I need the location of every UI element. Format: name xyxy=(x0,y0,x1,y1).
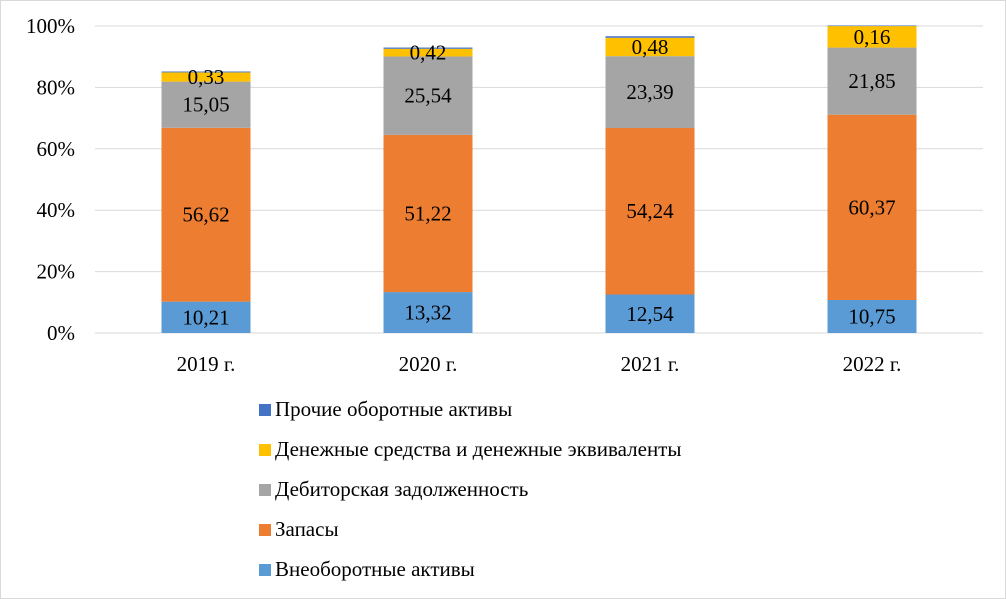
bar-segment xyxy=(827,26,917,48)
data-label: 25,54 xyxy=(404,84,452,108)
bar-segment xyxy=(605,294,695,333)
y-tick-label: 20% xyxy=(37,260,76,284)
data-label: 23,39 xyxy=(626,80,673,104)
bar-segment xyxy=(605,127,695,295)
x-tick-label: 2021 г. xyxy=(621,352,680,376)
y-axis-ticks: 0% 20% 40% 60% 80% 100% xyxy=(26,14,75,345)
bar-segment xyxy=(161,81,251,128)
data-label: 0,33 xyxy=(188,65,225,89)
y-tick-label: 60% xyxy=(37,137,76,161)
bar-segment xyxy=(383,48,473,57)
data-label: 51,22 xyxy=(404,201,451,225)
bar-segment xyxy=(383,134,473,293)
data-labels: 10,21 56,62 15,05 0,33 13,32 51,22 25,54 0,42 12… xyxy=(182,25,895,329)
data-label: 10,75 xyxy=(848,304,895,328)
bar-segment xyxy=(383,47,473,49)
y-tick-label: 40% xyxy=(37,198,76,222)
bar-segment xyxy=(383,56,473,135)
data-label: 56,62 xyxy=(182,203,229,227)
legend: Прочие оборотные активы Денежные средства… xyxy=(259,397,681,581)
data-label: 54,24 xyxy=(626,199,674,223)
data-label: 15,05 xyxy=(182,93,229,117)
bar-segment xyxy=(827,25,917,27)
legend-swatch xyxy=(259,484,271,496)
x-tick-label: 2020 г. xyxy=(399,352,458,376)
data-label: 0,16 xyxy=(854,25,891,49)
legend-swatch xyxy=(259,444,271,456)
legend-label: Внеоборотные активы xyxy=(275,557,475,581)
legend-item: Запасы xyxy=(259,517,339,541)
bar-segment xyxy=(161,301,251,333)
bar-segment xyxy=(827,299,917,333)
data-label: 10,21 xyxy=(182,305,229,329)
y-tick-label: 100% xyxy=(26,14,75,38)
legend-swatch xyxy=(259,404,271,416)
data-label: 0,42 xyxy=(410,41,447,65)
legend-swatch xyxy=(259,524,271,536)
bar-segment xyxy=(605,36,695,38)
data-label: 0,48 xyxy=(632,35,669,59)
bar-segment xyxy=(827,114,917,300)
data-label: 12,54 xyxy=(626,302,674,326)
bar-segment xyxy=(383,292,473,333)
bar-segment xyxy=(161,72,251,82)
legend-item: Прочие оборотные активы xyxy=(259,397,512,421)
legend-label: Запасы xyxy=(275,517,339,541)
bar-segment xyxy=(161,127,251,302)
data-label: 60,37 xyxy=(848,195,895,219)
bar-segment xyxy=(605,56,695,128)
bar-segment xyxy=(161,71,251,73)
x-tick-label: 2019 г. xyxy=(177,352,236,376)
y-tick-label: 80% xyxy=(37,75,76,99)
data-label: 13,32 xyxy=(404,301,451,325)
bar-segment xyxy=(827,47,917,115)
legend-item: Внеоборотные активы xyxy=(259,557,475,581)
legend-label: Дебиторская задолженность xyxy=(275,477,528,501)
legend-label: Денежные средства и денежные эквиваленты xyxy=(275,437,681,461)
legend-item: Денежные средства и денежные эквиваленты xyxy=(259,437,681,461)
x-axis-ticks: 2019 г. 2020 г. 2021 г. 2022 г. xyxy=(177,352,902,376)
x-tick-label: 2022 г. xyxy=(843,352,902,376)
bars xyxy=(161,25,917,333)
y-tick-label: 0% xyxy=(47,321,75,345)
legend-item: Дебиторская задолженность xyxy=(259,477,528,501)
bar-segment xyxy=(605,37,695,57)
legend-label: Прочие оборотные активы xyxy=(275,397,512,421)
legend-swatch xyxy=(259,564,271,576)
data-label: 21,85 xyxy=(848,69,895,93)
